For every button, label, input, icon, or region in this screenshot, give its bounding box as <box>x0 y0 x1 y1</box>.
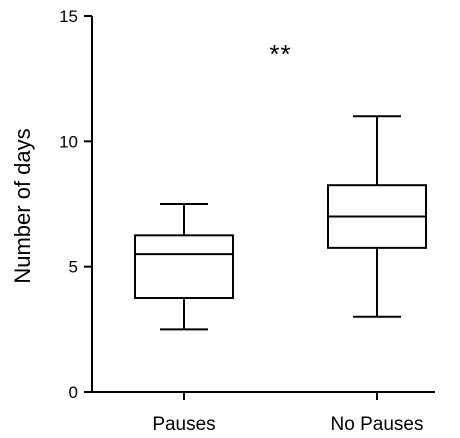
box-no-pauses <box>327 115 427 318</box>
significance-annotation: ** <box>269 39 291 69</box>
annotations: ** <box>269 39 291 69</box>
y-tick-label: 0 <box>69 383 78 402</box>
box-pauses <box>134 203 234 331</box>
y-axis-label: Number of days <box>10 128 35 283</box>
x-tick-label: Pauses <box>152 414 215 435</box>
boxes <box>134 115 427 331</box>
x-tick-label: No Pauses <box>331 414 424 435</box>
axes: 0 5 10 15 Pauses No Pauses <box>59 7 435 435</box>
y-tick-label: 5 <box>69 258 78 277</box>
y-tick-label: 15 <box>59 7 78 26</box>
y-tick-label: 10 <box>59 132 78 151</box>
box-iqr <box>134 234 234 299</box>
